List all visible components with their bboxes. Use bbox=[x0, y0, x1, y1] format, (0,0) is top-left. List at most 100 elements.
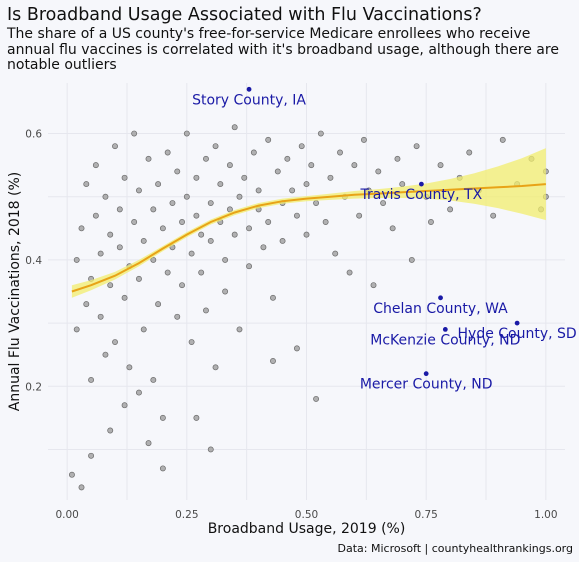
data-point bbox=[351, 162, 358, 169]
data-point bbox=[183, 193, 190, 200]
data-point bbox=[150, 206, 157, 213]
data-point bbox=[193, 212, 200, 219]
data-point bbox=[322, 219, 329, 225]
data-point bbox=[236, 193, 243, 200]
data-point bbox=[97, 313, 104, 320]
trend-smoother bbox=[71, 148, 546, 298]
data-point bbox=[346, 269, 353, 276]
data-point bbox=[78, 225, 85, 232]
data-point bbox=[188, 339, 195, 345]
annotation-point bbox=[423, 371, 429, 377]
data-point bbox=[193, 174, 200, 181]
data-point bbox=[212, 143, 219, 150]
data-point bbox=[188, 250, 195, 257]
data-point bbox=[169, 200, 176, 206]
data-point bbox=[231, 231, 238, 238]
y-tick-label: 0.2 bbox=[25, 381, 42, 393]
data-point bbox=[389, 225, 396, 232]
data-point bbox=[107, 282, 114, 289]
data-point bbox=[164, 269, 171, 276]
data-point bbox=[289, 187, 296, 194]
data-point bbox=[203, 155, 209, 162]
data-point bbox=[92, 212, 99, 219]
data-point bbox=[121, 402, 128, 409]
data-point bbox=[112, 143, 118, 150]
axes: 0.00 0.25 0.50 0.75 1.00 0.2 0.4 0.6 Broadband U… bbox=[7, 129, 558, 537]
data-point bbox=[274, 168, 281, 175]
data-point bbox=[150, 256, 157, 263]
source-caption: Data: Microsoft | countyhealthrankings.o… bbox=[337, 542, 573, 555]
annotation-label: Travis County, TX bbox=[360, 187, 483, 203]
data-point bbox=[203, 307, 209, 314]
data-point bbox=[246, 263, 253, 270]
data-point bbox=[408, 256, 415, 263]
x-axis-title: Broadband Usage, 2019 (%) bbox=[208, 521, 406, 537]
annotation-label: Hyde County, SD bbox=[458, 326, 577, 342]
data-point bbox=[198, 231, 205, 238]
data-point bbox=[250, 149, 257, 156]
county-annotations: Story County, IA Travis County, TX Chelan … bbox=[192, 86, 577, 393]
data-point bbox=[112, 339, 118, 345]
data-point bbox=[131, 219, 138, 225]
data-point bbox=[236, 326, 243, 333]
data-point bbox=[337, 149, 343, 156]
data-point bbox=[447, 206, 454, 213]
data-point bbox=[428, 219, 434, 225]
data-point bbox=[145, 155, 152, 162]
data-point bbox=[490, 212, 497, 219]
data-point bbox=[231, 124, 238, 131]
data-point bbox=[155, 181, 162, 188]
data-point bbox=[179, 282, 185, 289]
trend-line bbox=[71, 183, 546, 293]
data-point bbox=[222, 288, 229, 295]
data-point bbox=[413, 143, 420, 150]
annotation-point bbox=[438, 295, 443, 301]
x-tick-label: 0.75 bbox=[414, 509, 437, 521]
data-point bbox=[207, 200, 214, 206]
y-tick-label: 0.6 bbox=[25, 129, 42, 141]
data-point bbox=[399, 181, 406, 188]
data-point bbox=[260, 244, 267, 251]
grid-lines bbox=[48, 83, 565, 500]
data-point bbox=[298, 143, 305, 150]
data-point bbox=[313, 200, 320, 206]
data-point bbox=[140, 238, 147, 244]
data-point bbox=[270, 294, 276, 301]
annotation-point bbox=[246, 86, 252, 92]
annotation-point bbox=[418, 181, 424, 187]
data-point bbox=[293, 212, 300, 219]
data-point bbox=[174, 168, 181, 175]
data-point bbox=[193, 414, 200, 421]
data-point bbox=[303, 231, 310, 238]
data-point bbox=[284, 155, 291, 162]
data-point bbox=[183, 130, 190, 137]
data-point bbox=[164, 149, 171, 156]
data-point bbox=[327, 174, 334, 181]
data-point bbox=[179, 219, 185, 225]
data-point bbox=[121, 174, 128, 181]
data-point bbox=[159, 225, 166, 232]
data-point bbox=[116, 244, 123, 251]
y-tick-label: 0.4 bbox=[25, 255, 42, 267]
data-point bbox=[131, 130, 138, 137]
x-tick-label: 1.00 bbox=[534, 509, 557, 521]
data-point bbox=[217, 181, 224, 188]
data-point bbox=[159, 465, 166, 472]
data-point bbox=[499, 136, 506, 143]
y-axis-title: Annual Flu Vaccinations, 2018 (%) bbox=[7, 172, 23, 412]
data-point bbox=[265, 136, 272, 143]
data-point bbox=[136, 389, 142, 396]
data-point bbox=[155, 301, 162, 308]
data-point bbox=[279, 238, 286, 244]
data-point bbox=[293, 345, 300, 352]
data-point bbox=[73, 326, 80, 333]
data-point bbox=[222, 256, 229, 263]
annotation-label: Mercer County, ND bbox=[360, 377, 493, 393]
data-point bbox=[83, 301, 90, 308]
data-point bbox=[270, 358, 276, 364]
data-point bbox=[97, 250, 104, 257]
data-point bbox=[88, 452, 95, 459]
data-point bbox=[73, 256, 80, 263]
data-point bbox=[83, 181, 90, 188]
